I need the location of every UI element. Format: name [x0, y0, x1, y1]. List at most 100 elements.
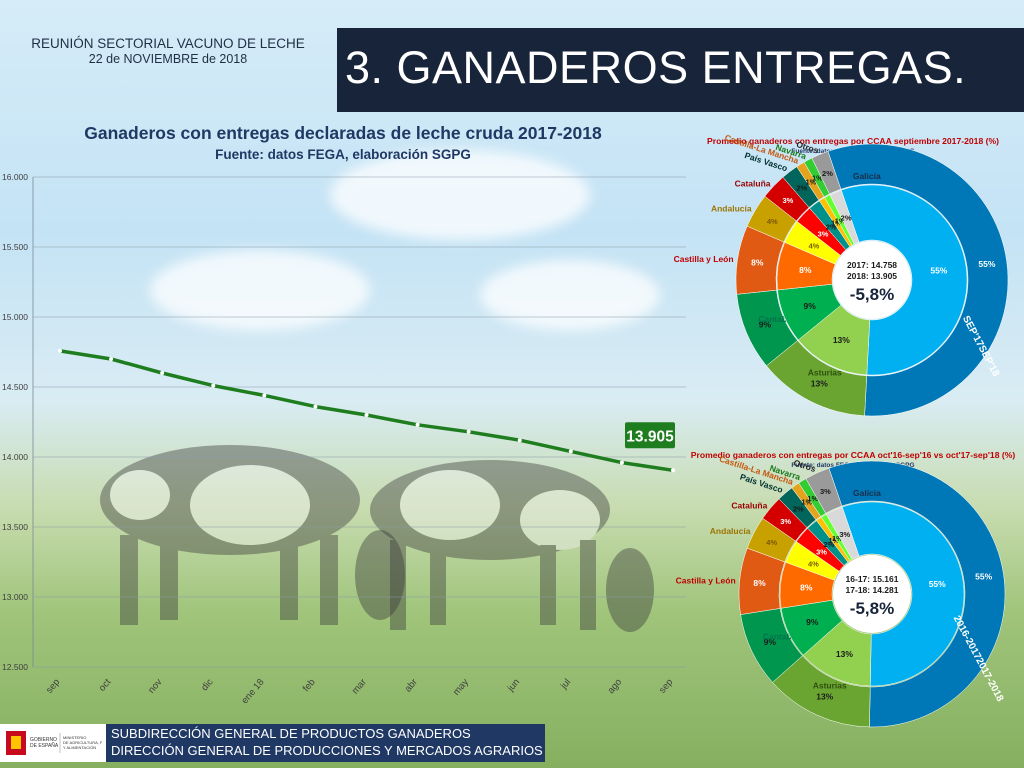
- slice-value-label: 9%: [764, 637, 777, 647]
- center-change: -5,8%: [850, 285, 894, 304]
- center-change: -5,8%: [850, 599, 894, 618]
- inner-ring-slice: [829, 189, 860, 245]
- category-label: Andalucía: [710, 526, 751, 536]
- slice-value-label: 8%: [753, 578, 766, 588]
- category-label: Asturias: [813, 681, 847, 691]
- slice-value-label: 9%: [759, 320, 772, 330]
- donut-center: [833, 555, 911, 633]
- slice-value-label: 4%: [766, 538, 777, 547]
- x-tick-label: feb: [301, 677, 318, 694]
- center-line-2: 2018: 13.905: [847, 271, 897, 281]
- line-chart: 12.500 13.000 13.500 14.000 14.500 15.000 15.5…: [2, 172, 686, 707]
- government-logo: GOBIERNO DE ESPAÑA MINISTERIO DE AGRICUL…: [6, 731, 102, 755]
- footer-bar: [106, 724, 545, 762]
- data-point: [313, 404, 318, 409]
- svg-text:DE ESPAÑA: DE ESPAÑA: [30, 742, 59, 749]
- line-chart-heading: Ganaderos con entregas declaradas de lec…: [0, 123, 686, 162]
- line-chart-x-axis: sep oct nov dic ene 18 feb mar abr may jun jul ago s…: [44, 677, 675, 707]
- svg-text:MINISTERIO: MINISTERIO: [63, 735, 86, 740]
- slice-value-label: 55%: [930, 266, 947, 276]
- x-tick-label: may: [451, 677, 471, 698]
- slice-value-label: 1%: [806, 177, 817, 186]
- meeting-title: REUNIÓN SECTORIAL VACUNO DE LECHE: [31, 36, 305, 51]
- x-tick-label: dic: [199, 677, 215, 694]
- slice-value-label: 2%: [841, 214, 852, 223]
- end-value-text: 13.905: [626, 428, 674, 445]
- data-point: [619, 460, 624, 465]
- y-tick-label: 15.500: [2, 242, 28, 252]
- data-point: [517, 438, 522, 443]
- x-tick-label: oct: [97, 677, 114, 694]
- y-tick-label: 16.000: [2, 172, 28, 182]
- category-label: Galicia: [853, 171, 881, 181]
- center-line-1: 16-17: 15.161: [846, 574, 899, 584]
- slide-title: 3. GANADEROS ENTREGAS.: [345, 42, 967, 93]
- slice-value-label: 1%: [835, 216, 846, 225]
- data-point: [466, 429, 471, 434]
- slice-value-label: 8%: [800, 583, 813, 593]
- line-chart-title: Ganaderos con entregas declaradas de lec…: [84, 123, 602, 143]
- x-tick-label: jun: [505, 677, 522, 695]
- donut-center: [833, 241, 911, 319]
- x-tick-label: ago: [606, 677, 625, 696]
- x-tick-label: mar: [350, 677, 369, 697]
- outer-ring-slice: [828, 460, 1006, 728]
- x-tick-label: nov: [146, 677, 164, 696]
- slice-value-label: 1%: [831, 219, 842, 228]
- category-label: Cantabria: [763, 631, 802, 641]
- category-label: Asturias: [808, 368, 842, 378]
- slice-value-label: 4%: [767, 217, 778, 226]
- category-label: Galicia: [853, 488, 881, 498]
- slice-value-label: 3%: [839, 530, 850, 539]
- slice-value-label: 2%: [822, 169, 833, 178]
- cow-illustration: [100, 445, 405, 625]
- meeting-header: REUNIÓN SECTORIAL VACUNO DE LECHE 22 de …: [0, 36, 336, 66]
- donut-chart-annual: Promedio ganaderos con entregas por CCAA…: [640, 444, 1024, 730]
- data-point: [568, 449, 573, 454]
- donut-title: Promedio ganaderos con entregas por CCAA…: [707, 136, 999, 146]
- donut-title: Promedio ganaderos con entregas por CCAA…: [691, 450, 1016, 460]
- line-chart-y-axis: 12.500 13.000 13.500 14.000 14.500 15.000 15.5…: [2, 172, 28, 672]
- data-point: [211, 383, 216, 388]
- slice-value-label: 2%: [793, 504, 804, 513]
- slice-value-label: 8%: [799, 265, 812, 275]
- slice-value-label: 1%: [812, 174, 823, 183]
- line-chart-points: [58, 348, 675, 473]
- slice-value-label: 1%: [801, 498, 812, 507]
- outer-ring-slice: [805, 467, 843, 514]
- slice-value-label: 4%: [809, 242, 820, 251]
- y-tick-label: 13.000: [2, 592, 28, 602]
- y-tick-label: 14.000: [2, 452, 28, 462]
- series-line: [59, 349, 674, 473]
- slice-value-label: 9%: [804, 301, 817, 311]
- x-tick-label: ene 18: [240, 677, 267, 706]
- slice-value-label: 2%: [796, 184, 807, 193]
- end-value-label: 13.905: [625, 422, 675, 449]
- slice-value-label: 8%: [751, 258, 764, 268]
- y-tick-label: 14.500: [2, 382, 28, 392]
- slice-value-label: 1%: [807, 494, 818, 503]
- slice-value-label: 13%: [833, 335, 850, 345]
- outer-ring-slice: [811, 151, 842, 195]
- slice-value-label: 3%: [818, 230, 829, 239]
- cloud: [330, 150, 590, 240]
- category-label: Castilla y León: [676, 576, 736, 586]
- svg-text:DE AGRICULTURA, PESCA: DE AGRICULTURA, PESCA: [63, 740, 102, 745]
- data-point: [671, 468, 675, 473]
- svg-text:Y ALIMENTACIÓN: Y ALIMENTACIÓN: [63, 745, 96, 750]
- donut-svg: Promedio ganaderos con entregas por CCAA…: [676, 450, 1016, 728]
- donut-svg: Promedio ganaderos con entregas por CCAA…: [674, 132, 1009, 417]
- data-point: [160, 371, 165, 375]
- data-point: [58, 348, 62, 353]
- data-point: [415, 422, 420, 427]
- svg-text:GOBIERNO: GOBIERNO: [30, 737, 57, 743]
- outer-ring-slice: [827, 143, 1009, 417]
- category-label: Cataluña: [735, 179, 771, 189]
- category-label: Castilla y León: [674, 254, 734, 264]
- line-chart-subtitle: Fuente: datos FEGA, elaboración SGPG: [215, 147, 471, 162]
- slice-value-label: 55%: [929, 579, 946, 589]
- slice-value-label: 4%: [808, 560, 819, 569]
- y-tick-label: 12.500: [2, 662, 28, 672]
- footer: GOBIERNO DE ESPAÑA MINISTERIO DE AGRICUL…: [0, 724, 545, 762]
- center-line-1: 2017: 14.758: [847, 260, 897, 270]
